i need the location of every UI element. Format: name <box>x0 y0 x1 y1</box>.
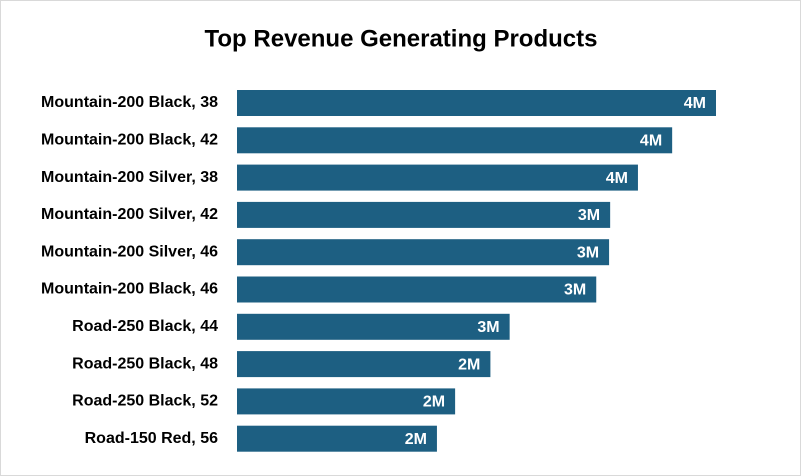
category-label: Road-250 Black, 52 <box>72 393 218 410</box>
category-label: Road-250 Black, 48 <box>72 355 218 372</box>
bar <box>237 239 610 266</box>
category-label: Mountain-200 Black, 38 <box>41 94 218 111</box>
value-label: 2M <box>458 356 480 373</box>
value-label: 4M <box>684 95 706 112</box>
value-label: 2M <box>405 431 427 448</box>
category-label: Mountain-200 Silver, 42 <box>41 206 218 223</box>
category-label: Mountain-200 Black, 46 <box>41 281 218 298</box>
value-label: 3M <box>577 244 599 261</box>
bar <box>237 127 673 154</box>
bar <box>237 313 510 340</box>
bar <box>237 164 638 191</box>
category-label: Road-150 Red, 56 <box>85 430 218 447</box>
bar <box>237 276 597 303</box>
bar <box>237 425 437 452</box>
value-label: 3M <box>578 207 600 224</box>
bar <box>237 388 456 415</box>
category-label: Road-250 Black, 44 <box>72 318 218 335</box>
category-label: Mountain-200 Silver, 38 <box>41 169 218 186</box>
bar <box>237 351 491 378</box>
bar <box>237 201 611 228</box>
value-label: 3M <box>477 319 499 336</box>
category-label: Mountain-200 Silver, 46 <box>41 243 218 260</box>
chart-title: Top Revenue Generating Products <box>205 25 598 52</box>
bar <box>237 90 716 116</box>
category-label: Mountain-200 Black, 42 <box>41 132 218 149</box>
value-label: 4M <box>640 133 662 150</box>
value-label: 2M <box>423 394 445 411</box>
value-label: 4M <box>606 170 628 187</box>
value-label: 3M <box>564 282 586 299</box>
